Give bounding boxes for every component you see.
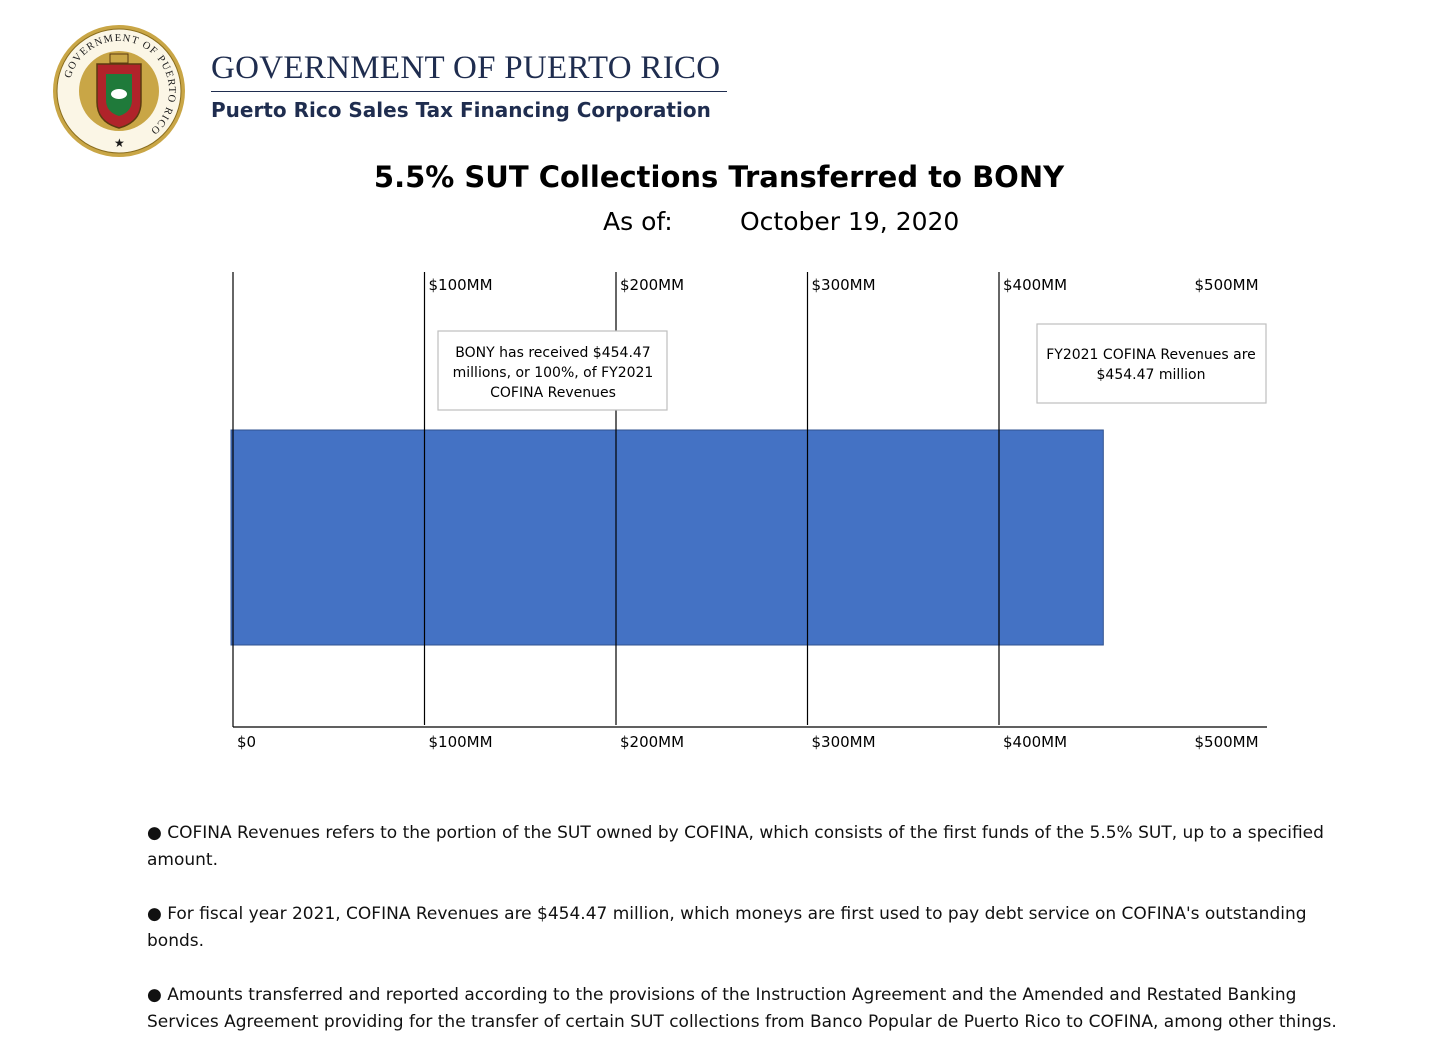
annotation-box-target: [1036, 323, 1267, 404]
footnote-agreements: ● Amounts transferred and reported accor…: [147, 985, 1337, 1032]
x-tick-label-top-300: $300MM: [812, 276, 876, 294]
annotation-received-line-0: BONY has received $454.47: [455, 345, 650, 361]
as-of-label: As of:: [603, 207, 673, 236]
x-tick-label-top-500: $500MM: [1195, 276, 1259, 294]
bar-sut-collections: [230, 429, 1104, 646]
footnote-cofina-definition: ● COFINA Revenues refers to the portion …: [147, 823, 1324, 870]
x-tick-label-top-200: $200MM: [620, 276, 684, 294]
x-tick-label-bottom-400: $400MM: [1003, 733, 1067, 751]
header-divider: [211, 91, 727, 92]
annotation-received-line-1: millions, or 100%, of FY2021: [453, 365, 654, 381]
x-tick-label-top-400: $400MM: [1003, 276, 1067, 294]
x-tick-label-bottom-100: $100MM: [429, 733, 493, 751]
x-tick-label-top-100: $100MM: [429, 276, 493, 294]
annotation-target-line-0: FY2021 COFINA Revenues are: [1046, 347, 1256, 363]
organization-subtitle: Puerto Rico Sales Tax Financing Corporat…: [211, 98, 711, 122]
annotation-box-received: [437, 330, 668, 411]
annotation-received-line-2: COFINA Revenues: [490, 385, 616, 401]
svg-text:★: ★: [114, 136, 125, 150]
chart-title: 5.5% SUT Collections Transferred to BONY: [373, 160, 1065, 194]
annotation-target-line-1: $454.47 million: [1097, 367, 1206, 383]
organization-name: GOVERNMENT OF PUERTO RICO: [211, 50, 721, 86]
chart-area: $0 $100MM $200MM $300MM $400MM $500MM $100MM $2…: [230, 272, 1267, 751]
government-seal: GOVERNMENT OF PUERTO RICO ★: [53, 25, 185, 157]
footnotes: ● COFINA Revenues refers to the portion …: [147, 820, 1367, 1063]
as-of-date: October 19, 2020: [740, 207, 960, 236]
footnote-fy2021-revenues: ● For fiscal year 2021, COFINA Revenues …: [147, 904, 1307, 951]
x-tick-label-bottom-200: $200MM: [620, 733, 684, 751]
x-tick-label-bottom-500: $500MM: [1195, 733, 1259, 751]
x-tick-label-bottom-0: $0: [237, 733, 256, 751]
x-tick-label-bottom-300: $300MM: [812, 733, 876, 751]
